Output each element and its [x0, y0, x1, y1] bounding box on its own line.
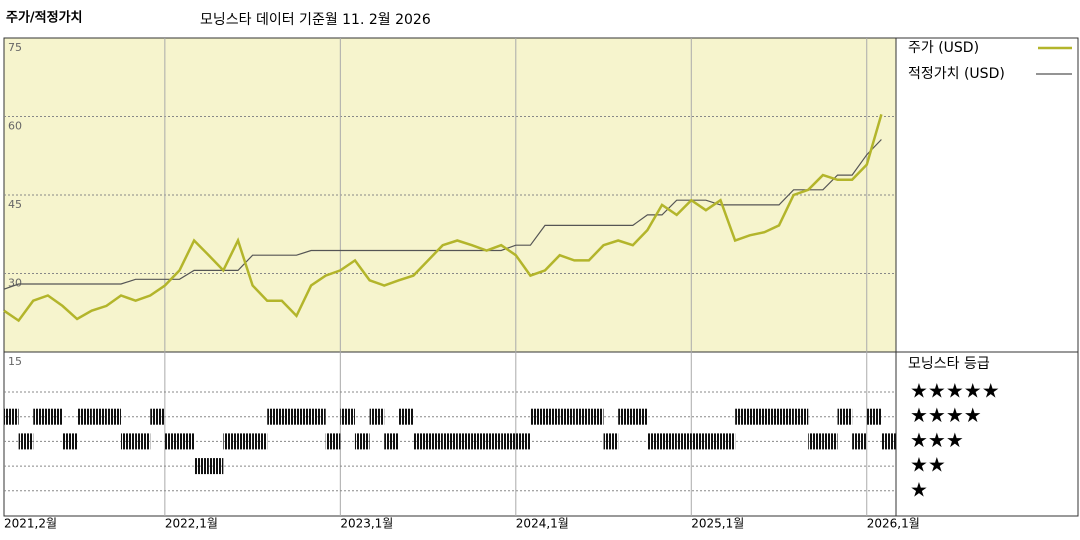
rating-bar [296, 408, 312, 425]
rating-label: ★★ [910, 453, 946, 477]
rating-bar [354, 433, 370, 450]
rating-bar [735, 408, 750, 425]
y-tick-label: 45 [8, 198, 22, 211]
rating-bar [369, 408, 385, 425]
rating-bar [662, 433, 677, 450]
rating-bar [384, 433, 399, 450]
rating-bar [91, 408, 107, 425]
rating-bar [340, 408, 355, 425]
rating-title: 모닝스타 등급 [908, 356, 990, 372]
rating-label: ★★★ [910, 428, 964, 452]
rating-bar [691, 433, 706, 450]
legend-label: 적정가치 (USD) [908, 66, 1005, 82]
rating-bar [837, 408, 853, 425]
rating-bar [618, 408, 633, 425]
rating-bar [77, 408, 92, 425]
chart-subtitle: 모닝스타 데이터 기준월 11. 2월 2026 [200, 12, 431, 28]
rating-bar [18, 433, 34, 450]
rating-bar [852, 433, 867, 450]
rating-bar [398, 408, 414, 425]
rating-bar [515, 433, 531, 450]
y-tick-label: 75 [8, 41, 22, 54]
rating-bar [311, 408, 326, 425]
rating-bar [808, 433, 823, 450]
x-tick-label: 2021,2월 [4, 517, 57, 531]
rating-bar [281, 408, 297, 425]
rating-bar [486, 433, 502, 450]
x-tick-label: 2022,1월 [165, 517, 218, 531]
rating-bar [135, 433, 151, 450]
rating-bar [720, 433, 736, 450]
rating-bar [866, 408, 882, 425]
series-line [3, 139, 882, 290]
rating-bar [237, 433, 253, 450]
rating-bar [705, 433, 721, 450]
rating-bar [325, 433, 341, 450]
rating-bar [106, 408, 121, 425]
rating-bar [501, 433, 516, 450]
rating-bar [428, 433, 443, 450]
rating-bar [194, 458, 209, 475]
chart-title: 주가/적정가치 [6, 10, 83, 26]
rating-bar [164, 433, 180, 450]
rating-bar [33, 408, 48, 425]
rating-bar [4, 408, 19, 425]
rating-bar [764, 408, 780, 425]
x-tick-label: 2024,1월 [516, 517, 569, 531]
rating-bar [442, 433, 458, 450]
x-tick-label: 2025,1월 [691, 517, 744, 531]
rating-bar [603, 433, 619, 450]
rating-bar [647, 433, 663, 450]
rating-bar [150, 408, 165, 425]
series-line [3, 114, 883, 323]
rating-label: ★ [910, 477, 928, 501]
rating-bar [252, 433, 268, 450]
rating-bar [471, 433, 487, 450]
rating-bar [179, 433, 195, 450]
rating-bar [574, 408, 589, 425]
frame [3, 37, 1079, 517]
rating-bar [208, 458, 224, 475]
rating-bar [223, 433, 238, 450]
y-tick-label: 15 [8, 355, 22, 368]
y-tick-label: 60 [8, 120, 22, 133]
rating-label: ★★★★ [910, 403, 982, 427]
rating-bar [881, 433, 896, 450]
rating-bar [545, 408, 560, 425]
x-tick-label: 2026,1월 [867, 517, 920, 531]
rating-bar [779, 408, 794, 425]
rating-bar [62, 433, 78, 450]
rating-bar [120, 433, 136, 450]
rating-bar [676, 433, 692, 450]
rating-bar [530, 408, 546, 425]
rating-bar [267, 408, 282, 425]
rating-bar [749, 408, 765, 425]
rating-bar [588, 408, 604, 425]
rating-bar [822, 433, 838, 450]
rating-label: ★★★★★ [910, 379, 1000, 403]
rating-bar [457, 433, 472, 450]
rating-bar [413, 433, 429, 450]
rating-bar [632, 408, 648, 425]
rating-bar [47, 408, 63, 425]
rating-bar [793, 408, 809, 425]
x-tick-label: 2023,1월 [340, 517, 393, 531]
legend-label: 주가 (USD) [908, 40, 979, 56]
rating-bar [559, 408, 575, 425]
